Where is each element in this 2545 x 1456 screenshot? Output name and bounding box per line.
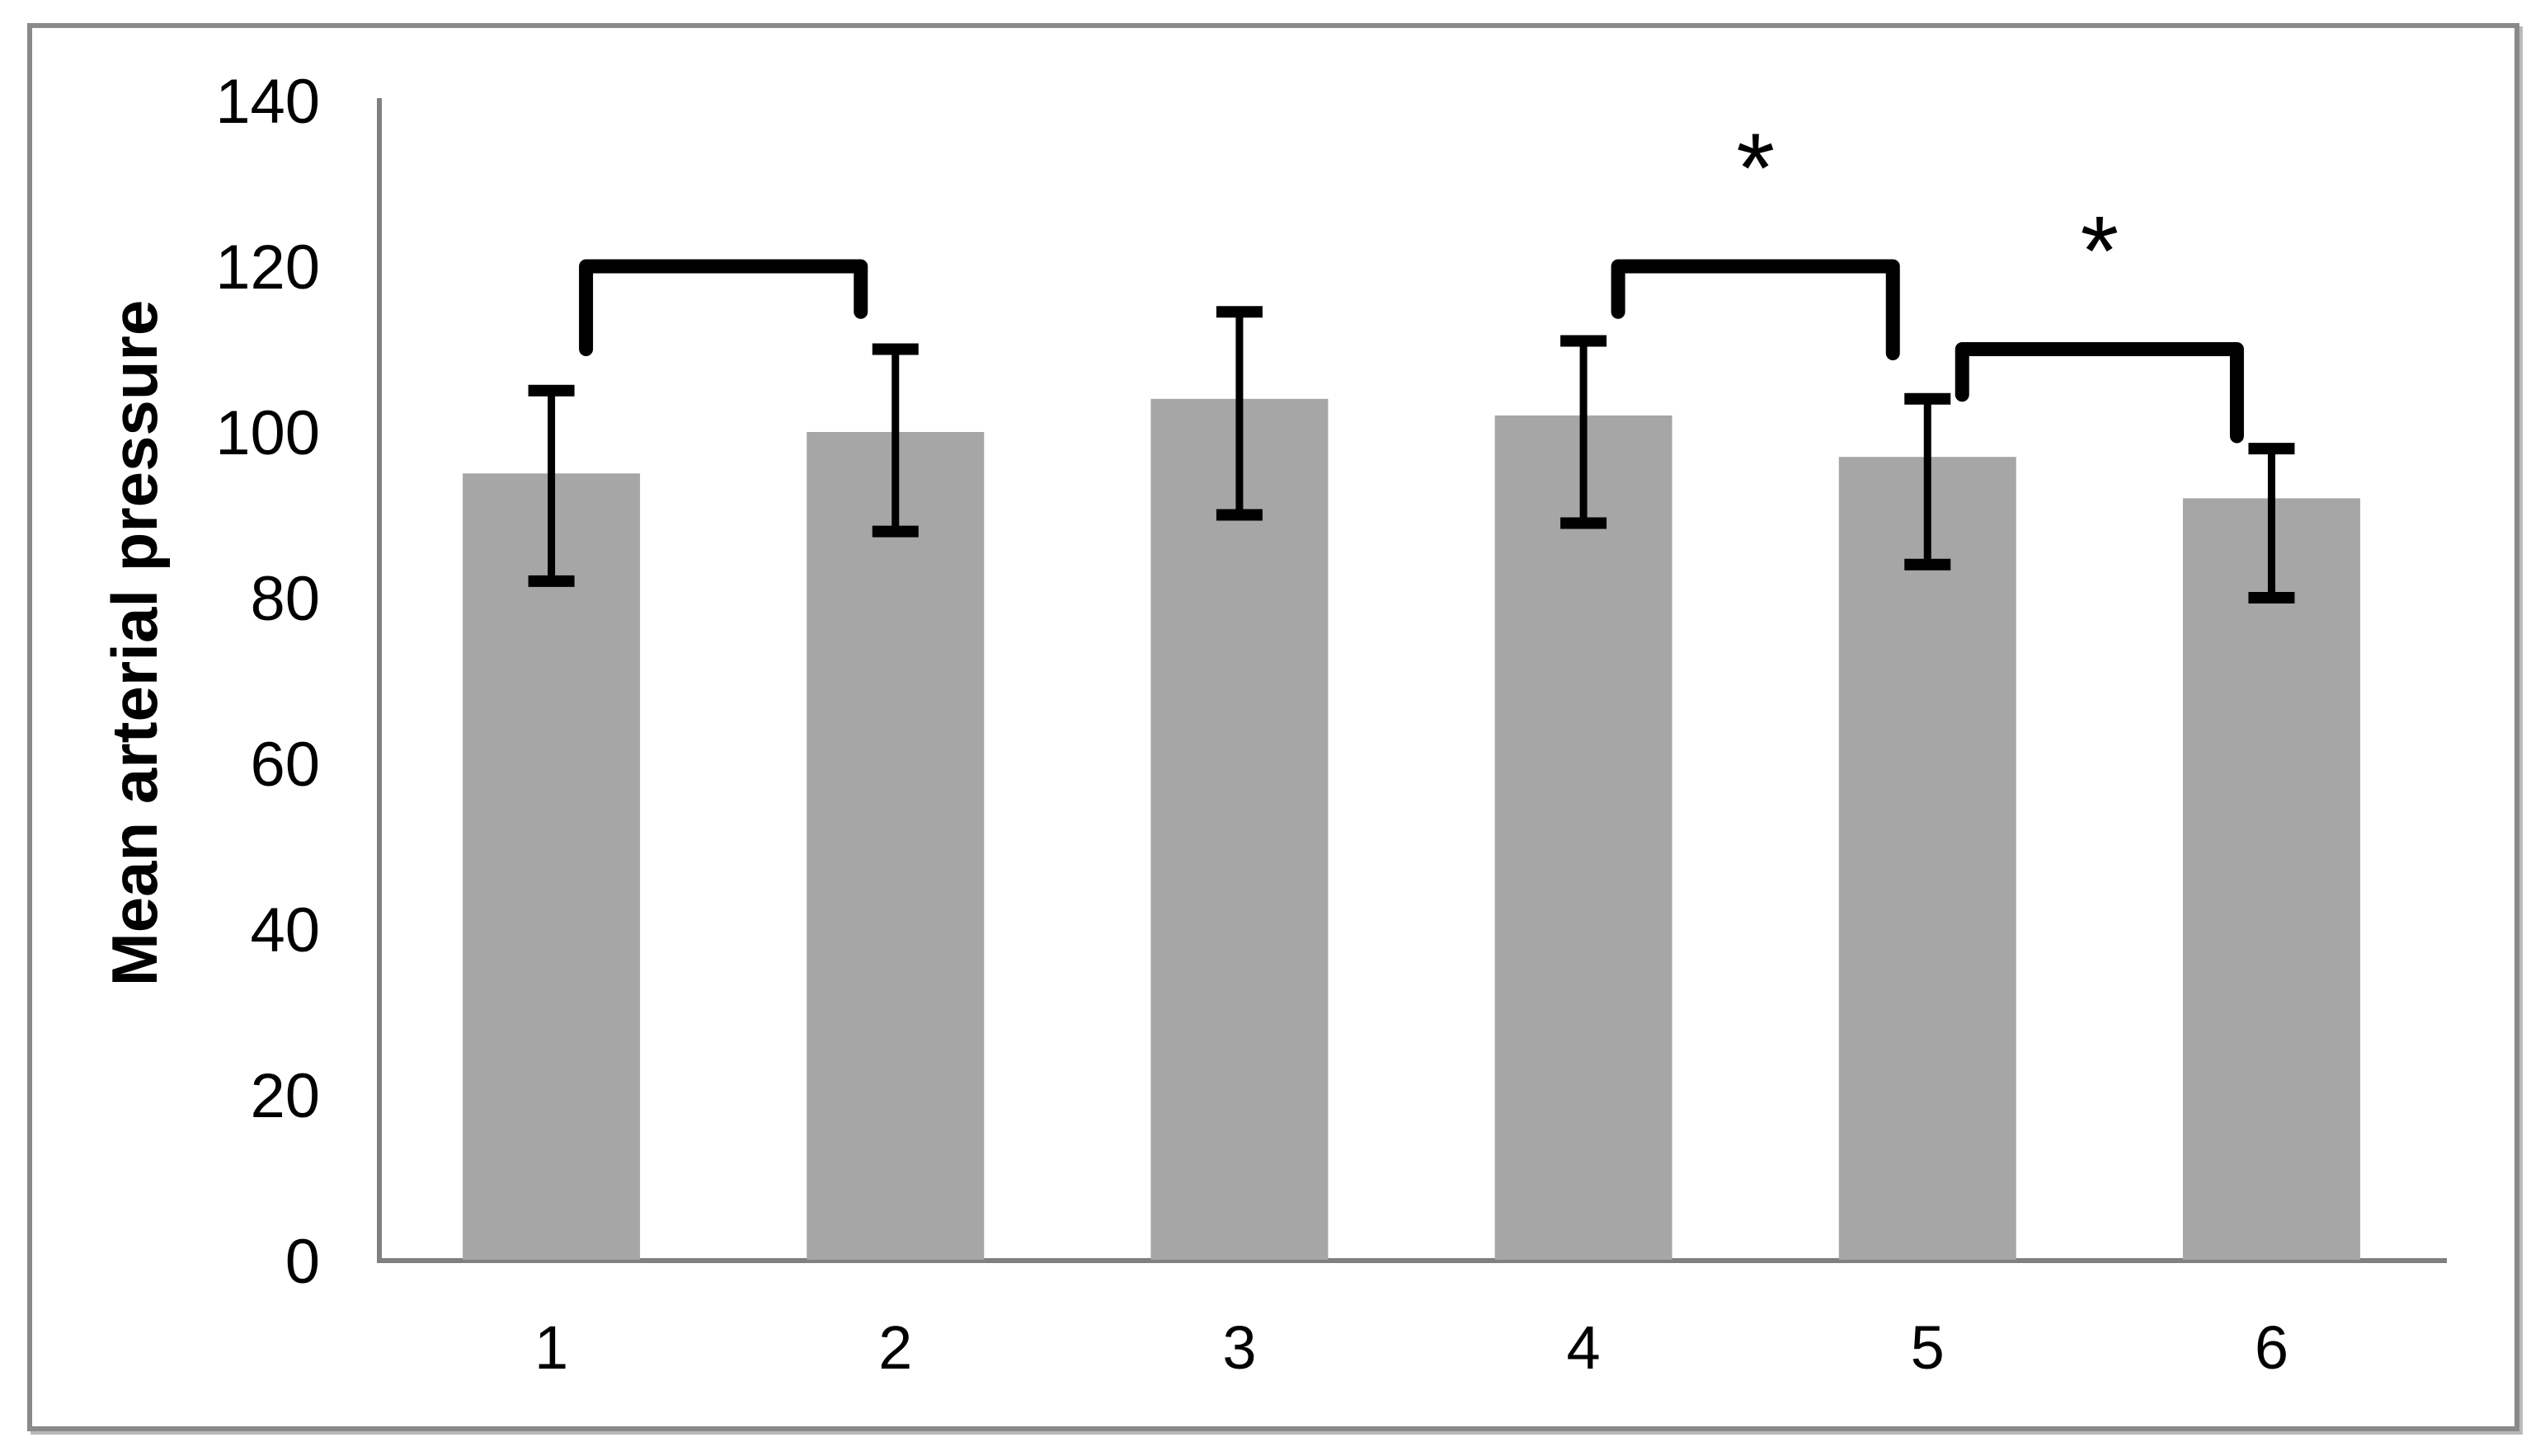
y-axis-title: Mean arterial pressure — [98, 300, 171, 986]
bar — [807, 432, 985, 1260]
y-tick-label: 100 — [215, 398, 320, 468]
y-tick-label: 0 — [285, 1227, 320, 1297]
significance-brackets: ** — [579, 113, 2244, 444]
y-tick-label: 80 — [250, 564, 320, 634]
significance-asterisk: * — [1736, 113, 1775, 223]
y-tick-label: 140 — [215, 67, 320, 137]
y-tick-labels: 0 20 40 60 80 100 120 140 — [215, 67, 320, 1297]
x-axis-line — [377, 1258, 2447, 1263]
x-category-label: 6 — [2255, 1313, 2289, 1382]
x-category-label: 4 — [1567, 1313, 1601, 1382]
bar — [463, 473, 641, 1260]
x-category-label: 5 — [1911, 1313, 1945, 1382]
bars — [463, 398, 2360, 1260]
significance-bracket — [1955, 342, 2244, 444]
error-bars — [528, 306, 2295, 604]
x-category-label: 2 — [878, 1313, 912, 1382]
y-tick-label: 60 — [250, 730, 320, 800]
significance-bracket — [579, 259, 868, 356]
bar — [1838, 457, 2016, 1260]
x-category-label: 3 — [1222, 1313, 1256, 1382]
y-axis-line — [377, 98, 382, 1263]
y-tick-label: 40 — [250, 895, 320, 965]
bar — [2182, 498, 2360, 1260]
significance-asterisk: * — [2080, 196, 2119, 307]
significance-bracket — [1611, 259, 1900, 361]
x-category-label: 1 — [534, 1313, 568, 1382]
y-tick-label: 20 — [250, 1061, 320, 1131]
bar — [1150, 398, 1329, 1260]
y-tick-label: 120 — [215, 232, 320, 303]
bar — [1494, 415, 1672, 1260]
x-category-labels: 1 2 3 4 5 6 — [534, 1313, 2289, 1382]
